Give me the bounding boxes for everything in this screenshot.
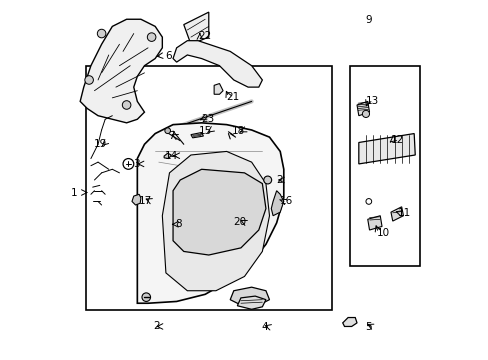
Text: 18: 18 (231, 126, 244, 136)
Polygon shape (237, 296, 265, 309)
Text: 13: 13 (365, 96, 378, 106)
Text: 9: 9 (365, 15, 371, 25)
Circle shape (97, 29, 106, 38)
Polygon shape (190, 132, 203, 138)
Polygon shape (80, 19, 162, 123)
Polygon shape (173, 169, 265, 255)
Polygon shape (390, 207, 403, 221)
Polygon shape (356, 102, 369, 116)
Polygon shape (367, 216, 381, 230)
Text: 19: 19 (93, 139, 106, 149)
Text: 11: 11 (397, 208, 410, 218)
Polygon shape (271, 191, 283, 216)
Circle shape (164, 128, 170, 134)
Polygon shape (132, 194, 141, 205)
Text: 7: 7 (168, 131, 175, 141)
Polygon shape (137, 123, 283, 303)
Circle shape (147, 33, 156, 41)
Text: 2: 2 (153, 321, 160, 332)
Text: 6: 6 (165, 51, 172, 61)
Polygon shape (173, 41, 262, 87)
Text: 20: 20 (233, 217, 246, 227)
Text: 23: 23 (201, 113, 214, 123)
Text: 4: 4 (262, 322, 268, 332)
Polygon shape (164, 153, 171, 158)
Polygon shape (358, 134, 414, 164)
Polygon shape (183, 12, 208, 44)
Text: 10: 10 (376, 228, 389, 238)
Circle shape (84, 76, 93, 84)
Text: 3: 3 (133, 159, 140, 169)
Circle shape (362, 111, 369, 117)
Text: 22: 22 (198, 31, 211, 41)
Text: 12: 12 (390, 135, 403, 145)
Circle shape (142, 293, 150, 301)
Polygon shape (162, 152, 269, 291)
Text: 16: 16 (280, 196, 293, 206)
Text: 14: 14 (164, 151, 178, 161)
Circle shape (122, 101, 131, 109)
Text: 21: 21 (226, 92, 239, 102)
Circle shape (263, 176, 271, 184)
Text: 2: 2 (275, 175, 282, 185)
Circle shape (166, 133, 175, 141)
Polygon shape (230, 287, 269, 305)
Text: 1: 1 (71, 188, 77, 198)
Polygon shape (342, 318, 356, 327)
Polygon shape (214, 84, 223, 94)
Text: 8: 8 (175, 219, 182, 229)
Text: 17: 17 (138, 196, 151, 206)
Text: 15: 15 (199, 126, 212, 136)
Text: 5: 5 (365, 322, 371, 332)
